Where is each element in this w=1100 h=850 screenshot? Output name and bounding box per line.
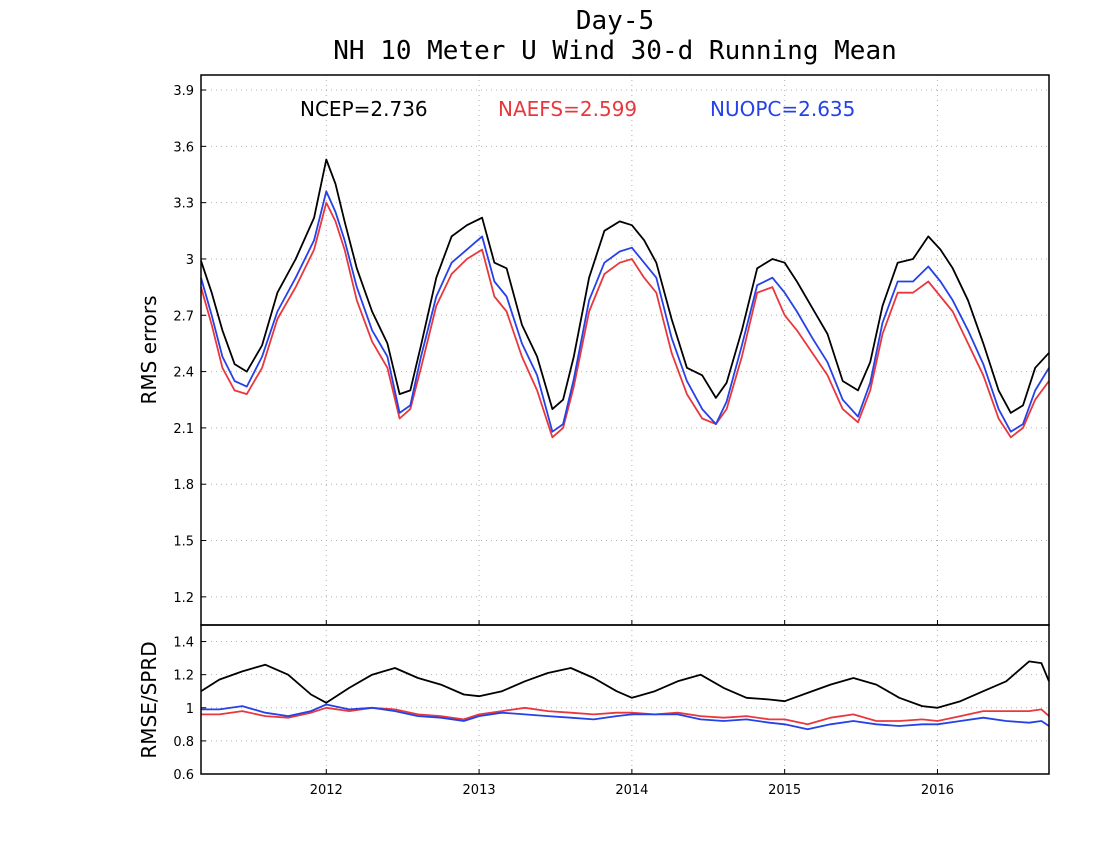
- bottom-y-tick-label: 1: [186, 702, 194, 717]
- top-y-tick-label: 1.5: [173, 535, 194, 550]
- bottom-x-tick-label: 2014: [615, 783, 648, 798]
- top-series-naefs-line: [200, 201, 1050, 439]
- chart-subtitle: NH 10 Meter U Wind 30-d Running Mean: [333, 36, 897, 66]
- rms-errors-panel: 1.2 1.5 1.8 2.1 2.4 2.7 3 3.3 3.6 3.9: [173, 74, 1050, 626]
- bottom-y-tick-label: 0.8: [173, 735, 194, 750]
- top-y-tick-label: 2.1: [173, 422, 194, 437]
- bottom-y-tick-label: 0.6: [173, 768, 194, 783]
- bottom-y-axis-label: RMSE/SPRD: [137, 641, 161, 758]
- top-y-tick-label: 3: [186, 253, 194, 268]
- top-frame: [200, 74, 1050, 626]
- rmse-sprd-panel: 0.6 0.8 1 1.2 1.4 2012 2013 2014 2015 2016: [173, 624, 1050, 798]
- bottom-x-tick-label: 2016: [921, 783, 954, 798]
- chart-title: Day-5: [576, 6, 654, 36]
- bottom-y-tick-label: 1.4: [173, 636, 194, 651]
- bottom-x-tick-label: 2012: [310, 783, 343, 798]
- bottom-x-tick-label: 2015: [768, 783, 801, 798]
- top-y-tick-label: 3.9: [173, 84, 194, 99]
- top-y-axis-label: RMS errors: [137, 295, 161, 404]
- top-y-tick-label: 1.8: [173, 478, 194, 493]
- bottom-frame: [200, 624, 1050, 775]
- top-y-tick-label: 2.4: [173, 366, 194, 381]
- bottom-series-naefs-line: [201, 706, 1050, 726]
- top-y-tick-label: 2.7: [173, 309, 194, 324]
- bottom-series-nuopc-line: [201, 703, 1050, 731]
- bottom-series-ncep-line: [200, 660, 1050, 709]
- bottom-x-tick-label: 2013: [463, 783, 496, 798]
- top-y-tick-label: 3.6: [173, 140, 194, 155]
- legend-naefs: NAEFS=2.599: [498, 97, 637, 121]
- legend-ncep: NCEP=2.736: [300, 97, 428, 121]
- top-y-tick-label: 1.2: [173, 591, 194, 606]
- top-series-ncep-line: [200, 158, 1050, 414]
- bottom-y-tick-label: 1.2: [173, 669, 194, 684]
- top-y-tick-label: 3.3: [173, 197, 194, 212]
- legend-nuopc: NUOPC=2.635: [710, 97, 855, 121]
- top-series-nuopc-line: [200, 190, 1050, 433]
